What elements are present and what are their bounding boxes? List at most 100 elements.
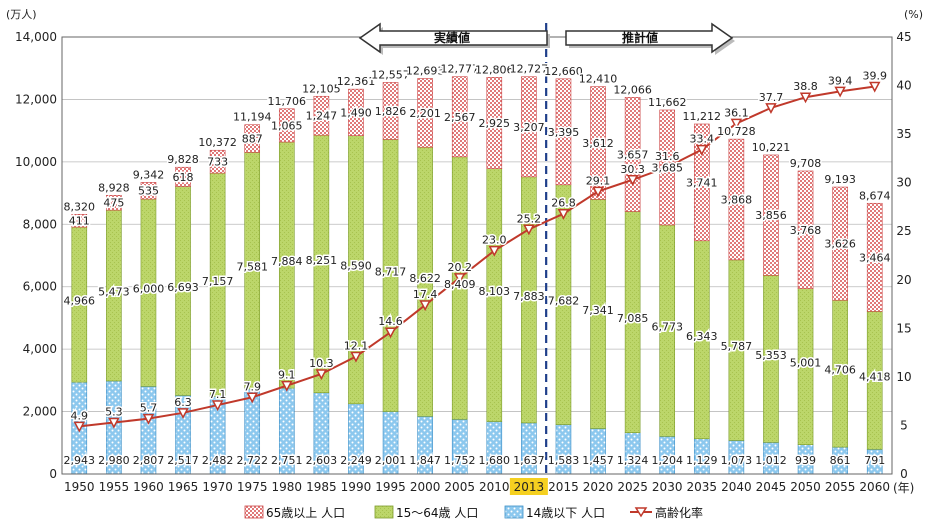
legend-swatch-14 — [504, 505, 524, 519]
label-15-64: 7,883 — [513, 290, 545, 303]
label-65: 1,826 — [375, 105, 407, 118]
label-65: 733 — [207, 156, 228, 169]
x-tick-label: 2040 — [721, 480, 752, 494]
label-65: 2,925 — [479, 117, 511, 130]
aging-rate-marker — [384, 327, 397, 339]
label-total: 12,361 — [337, 75, 376, 88]
x-tick-label: 2025 — [617, 480, 648, 494]
aging-rate-marker — [350, 351, 362, 363]
label-total: 12,557 — [371, 68, 410, 81]
label-65: 887 — [242, 133, 263, 146]
legend-marker-aging — [634, 507, 648, 518]
aging-rate-marker — [315, 369, 328, 381]
actual-label: 実績値 — [434, 30, 470, 45]
label-aging-rate: 39.9 — [862, 70, 887, 83]
bar-segment-65 — [244, 124, 261, 153]
label-14: 2,249 — [340, 454, 372, 467]
bar-segment-65 — [590, 86, 606, 200]
x-tick-label: 1985 — [306, 480, 337, 494]
x-tick-label: 1965 — [168, 480, 199, 494]
y-left-tick-label: 0 — [49, 467, 57, 481]
label-total: 8,320 — [64, 200, 96, 213]
label-total: 12,066 — [613, 83, 652, 96]
x-tick-label: 2005 — [444, 480, 475, 494]
label-14: 1,324 — [617, 454, 649, 467]
label-15-64: 6,693 — [167, 281, 199, 294]
label-15-64: 7,884 — [271, 255, 303, 268]
label-14: 1,129 — [686, 454, 718, 467]
aging-rate-marker — [211, 400, 224, 412]
label-15-64: 8,103 — [479, 285, 511, 298]
label-aging-rate: 6.3 — [174, 396, 192, 409]
label-65: 3,207 — [513, 121, 545, 134]
bar-segment-65 — [555, 78, 572, 186]
legend-label-aging: 高齢化率 — [655, 505, 703, 520]
x-tick-label: 2020 — [583, 480, 614, 494]
bar-segment-65 — [71, 213, 88, 228]
label-15-64: 7,085 — [617, 312, 649, 325]
y-right-tick-label: 35 — [896, 127, 911, 141]
label-65: 535 — [138, 185, 159, 198]
aging-rate-marker — [108, 417, 120, 429]
label-14: 1,847 — [409, 454, 441, 467]
aging-rate-marker — [419, 300, 431, 312]
bar-segment-65 — [486, 77, 503, 169]
y-left-tick-label: 4,000 — [23, 342, 57, 356]
aging-rate-marker — [142, 413, 155, 425]
label-14: 2,980 — [98, 454, 130, 467]
y-left-tick-label: 6,000 — [23, 280, 57, 294]
y-left-tick-label: 12,000 — [15, 92, 57, 106]
x-tick-label: 2000 — [410, 480, 441, 494]
label-14: 2,603 — [306, 454, 338, 467]
label-14: 939 — [795, 454, 816, 467]
label-65: 1,490 — [340, 106, 372, 119]
bars-layer — [71, 76, 883, 475]
label-total: 8,674 — [859, 189, 891, 202]
bar-segment-65 — [624, 97, 641, 212]
aging-rate-marker — [281, 380, 293, 392]
x-unit: (年) — [893, 481, 914, 495]
aging-rate-marker — [661, 162, 673, 174]
bar-segment-65 — [382, 82, 399, 140]
label-total: 11,194 — [233, 111, 272, 124]
label-aging-rate: 10.3 — [309, 357, 334, 370]
bar-segment-65 — [278, 108, 295, 143]
bar-segment-65 — [209, 149, 226, 174]
label-aging-rate: 33.4 — [690, 133, 715, 146]
label-14: 2,943 — [64, 454, 96, 467]
label-15-64: 6,343 — [686, 330, 718, 343]
label-65: 618 — [173, 171, 194, 184]
label-total: 8,928 — [98, 181, 130, 194]
x-tick-label: 2035 — [687, 480, 718, 494]
x-tick-label: 1970 — [202, 480, 233, 494]
aging-rate-marker — [523, 224, 535, 236]
bar-segment-65 — [451, 76, 468, 158]
gridlines — [62, 99, 892, 412]
label-aging-rate: 9.1 — [278, 369, 296, 382]
aging-rate-marker — [730, 118, 743, 130]
label-14: 1,680 — [479, 454, 511, 467]
label-14: 1,204 — [651, 454, 683, 467]
y-right-tick-label: 20 — [896, 273, 911, 287]
label-14: 1,583 — [548, 454, 580, 467]
aging-rate-marker — [765, 103, 777, 114]
label-14: 1,457 — [582, 454, 614, 467]
label-aging-rate: 31.6 — [655, 150, 680, 163]
x-tick-label: 1955 — [99, 480, 130, 494]
aging-rate-marker — [696, 144, 708, 156]
label-14: 1,637 — [513, 454, 545, 467]
label-65: 2,201 — [409, 107, 441, 120]
label-aging-rate: 5.7 — [140, 402, 158, 415]
legend-swatch-65 — [244, 505, 264, 519]
label-total: 10,728 — [717, 125, 756, 138]
x-label-highlight — [509, 478, 548, 495]
label-15-64: 5,787 — [721, 340, 753, 353]
aging-rate-marker — [246, 392, 258, 404]
label-total: 12,777 — [440, 63, 479, 76]
label-total: 12,410 — [579, 73, 618, 86]
label-aging-rate: 39.4 — [828, 74, 853, 87]
label-total: 12,105 — [302, 82, 341, 95]
y-left-unit: (万人) — [6, 8, 37, 21]
label-15-64: 8,717 — [375, 265, 407, 278]
label-14: 2,722 — [236, 454, 268, 467]
